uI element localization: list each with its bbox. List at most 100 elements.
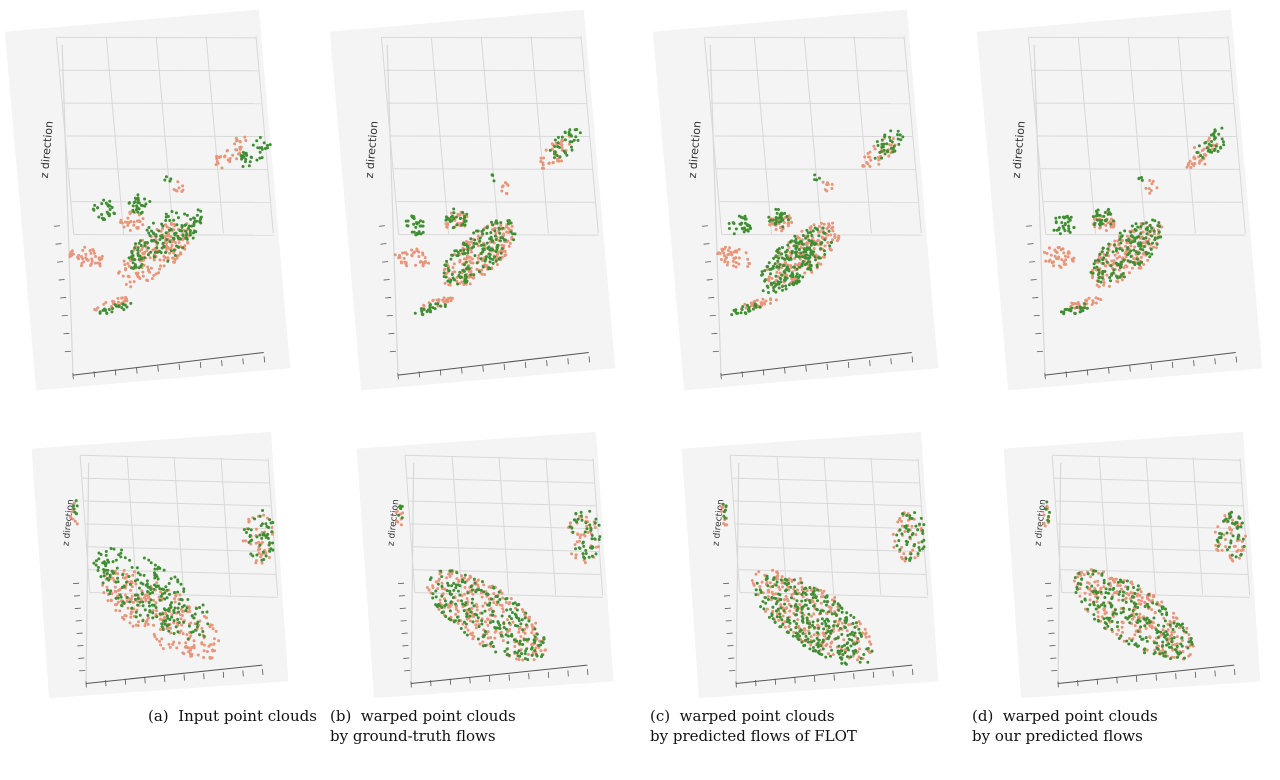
axis-tick <box>709 314 716 317</box>
axis-tick <box>136 367 138 374</box>
point <box>462 248 466 252</box>
point <box>84 252 88 256</box>
point <box>400 251 404 255</box>
point <box>480 272 484 276</box>
point <box>466 244 470 248</box>
pane-background <box>652 9 939 391</box>
point <box>506 230 510 234</box>
point <box>565 153 569 157</box>
point <box>468 255 472 259</box>
axis-tick <box>53 225 60 227</box>
point <box>470 246 474 250</box>
point <box>187 224 191 228</box>
point <box>131 257 135 261</box>
point <box>175 223 179 227</box>
point <box>189 217 193 221</box>
grid-line <box>390 135 590 138</box>
point <box>123 303 127 307</box>
point <box>116 300 120 304</box>
point <box>165 238 169 242</box>
point <box>506 219 510 223</box>
point <box>128 280 132 284</box>
point <box>449 278 453 282</box>
point <box>180 223 184 227</box>
grid-line <box>65 135 265 138</box>
point <box>417 221 421 225</box>
point <box>139 244 143 248</box>
point <box>481 265 485 269</box>
panel-top-1: z direction <box>329 9 616 391</box>
point <box>412 217 416 221</box>
point <box>140 262 144 266</box>
point <box>157 271 161 275</box>
point <box>443 263 447 267</box>
grid-line <box>205 36 224 234</box>
point <box>497 250 501 254</box>
axis-tick <box>383 279 390 281</box>
grid-line <box>713 135 913 138</box>
point <box>168 247 172 251</box>
point <box>450 296 454 300</box>
axis-tick <box>57 261 64 263</box>
point <box>476 229 480 233</box>
point <box>505 192 509 196</box>
point <box>498 256 502 260</box>
point <box>90 259 94 263</box>
point <box>266 146 270 150</box>
point <box>510 224 514 228</box>
point <box>111 307 115 311</box>
point <box>244 157 248 161</box>
point <box>106 212 110 216</box>
point <box>140 256 144 260</box>
point <box>235 157 239 161</box>
point <box>81 257 85 261</box>
point <box>136 248 140 252</box>
point <box>445 259 449 263</box>
point <box>459 276 463 280</box>
panel-top-0: z direction <box>4 9 291 391</box>
point <box>161 227 165 231</box>
point <box>482 243 486 247</box>
point <box>484 257 488 261</box>
point <box>184 229 188 233</box>
point <box>819 262 823 266</box>
axis-tick <box>1025 225 1032 227</box>
axis-tick <box>711 332 718 335</box>
point <box>567 142 571 146</box>
point <box>417 230 421 234</box>
point <box>561 139 565 143</box>
point <box>563 130 567 134</box>
point <box>183 212 187 216</box>
point <box>150 229 154 233</box>
point <box>133 246 137 250</box>
grid-line <box>62 102 262 105</box>
point <box>776 275 780 279</box>
axis-tick <box>847 361 850 369</box>
point <box>412 251 416 255</box>
point <box>100 216 104 220</box>
point <box>85 257 89 261</box>
point <box>255 139 259 143</box>
point <box>101 308 105 312</box>
point <box>800 229 804 233</box>
point <box>442 300 446 304</box>
point <box>465 215 469 219</box>
point <box>184 236 188 240</box>
axis-tick <box>114 369 117 376</box>
point <box>144 202 148 206</box>
point <box>419 307 423 311</box>
point <box>472 231 476 235</box>
point <box>143 197 147 201</box>
axis-tick <box>1029 261 1036 263</box>
point <box>126 274 130 278</box>
point <box>98 311 102 315</box>
point <box>96 261 100 265</box>
point <box>413 311 417 315</box>
point <box>176 254 180 258</box>
grid-line <box>721 234 922 236</box>
point <box>450 219 454 223</box>
point <box>123 263 127 267</box>
axis-tick <box>60 297 67 299</box>
point <box>146 253 150 257</box>
point <box>91 247 95 251</box>
